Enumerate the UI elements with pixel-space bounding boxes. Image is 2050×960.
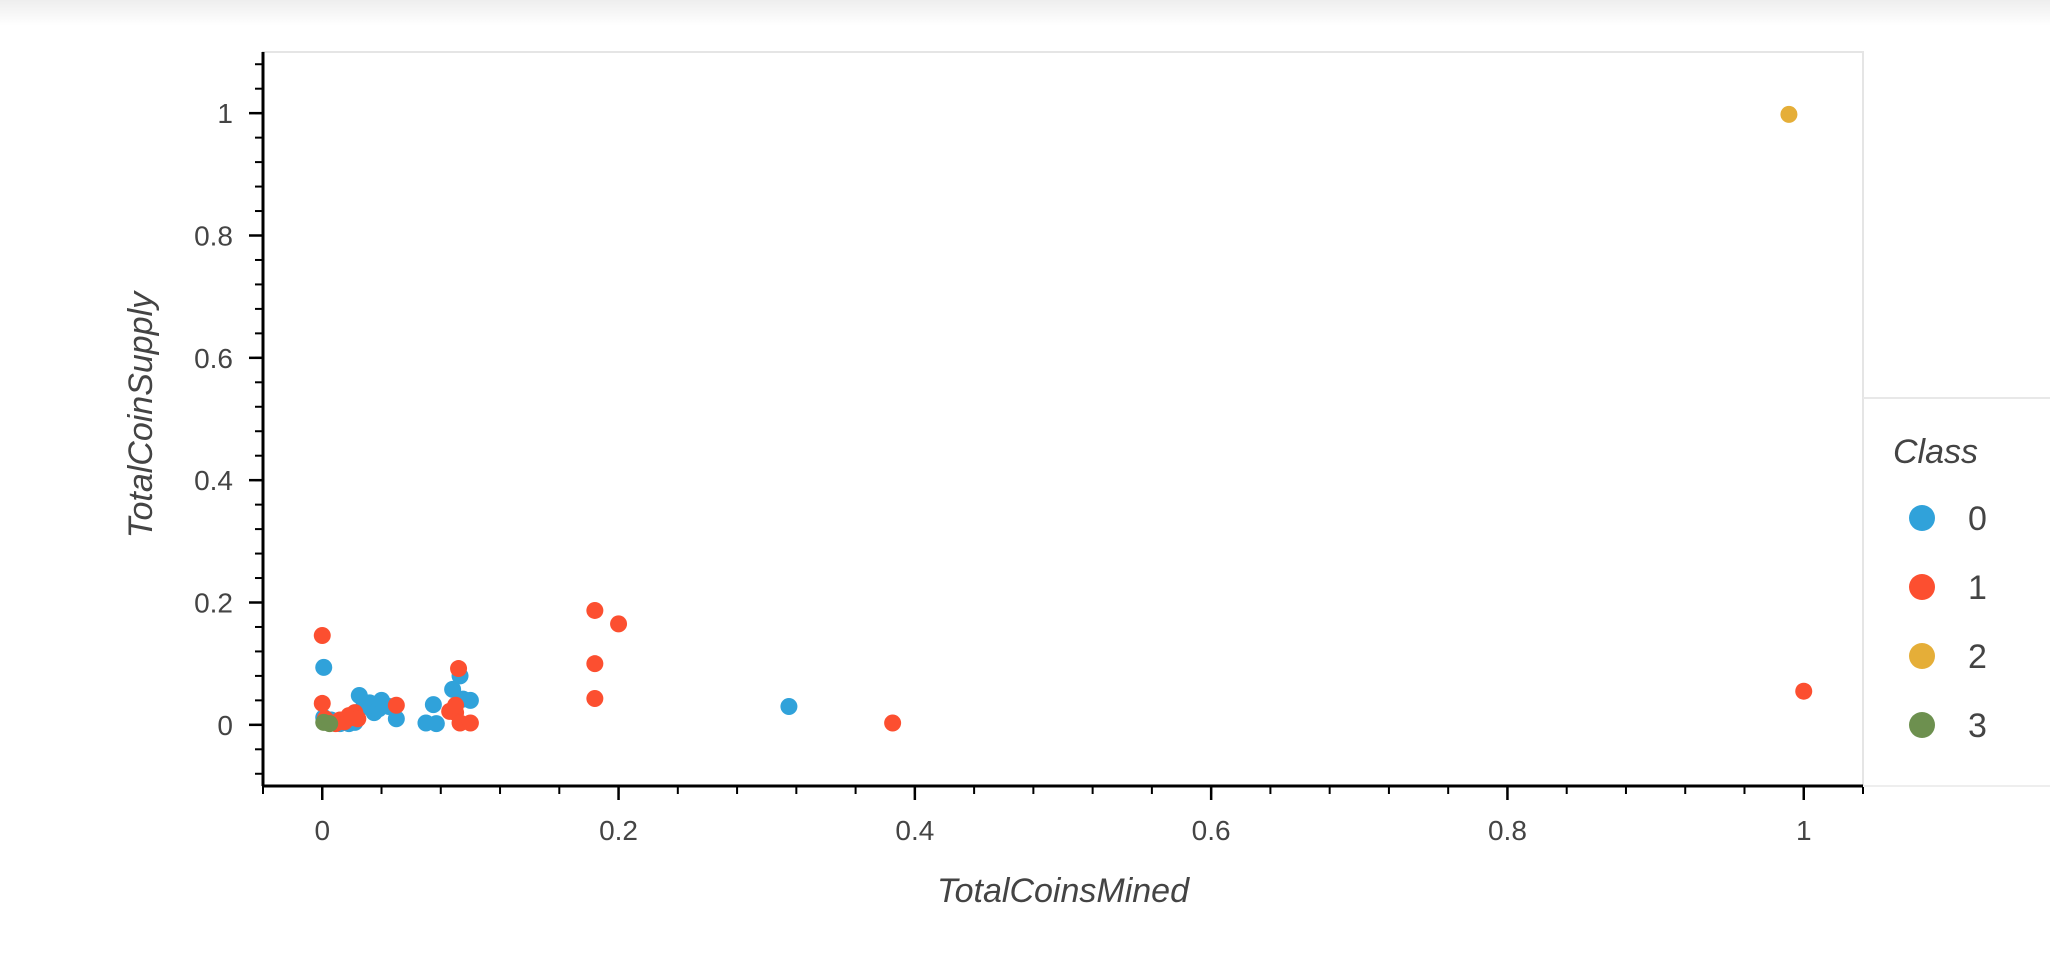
axes: [261, 52, 1863, 788]
data-point: [461, 691, 479, 709]
axis-ticks: 0 0.2 0.4 0.6 0.8 1 0 0.2 0.4 0.6 0.8 1: [194, 63, 1864, 846]
y-tick-label: 0.4: [194, 465, 233, 496]
data-point: [427, 715, 445, 733]
data-point: [450, 660, 468, 678]
y-tick-label: 0.2: [194, 588, 233, 619]
data-point: [424, 696, 442, 714]
legend-swatch: [1909, 712, 1935, 738]
data-point: [461, 714, 479, 732]
x-tick-label: 0.6: [1192, 815, 1231, 846]
x-tick-label: 0.4: [895, 815, 934, 846]
x-tick-label: 1: [1796, 815, 1812, 846]
data-point: [586, 690, 604, 708]
legend-label: 3: [1968, 707, 1987, 745]
data-point: [447, 696, 465, 714]
y-tick-label: 1: [217, 98, 233, 129]
x-tick-label: 0.2: [599, 815, 638, 846]
data-point: [313, 694, 331, 712]
data-points: [313, 105, 1813, 733]
data-point: [387, 710, 405, 728]
y-axis-title: TotalCoinSupply: [122, 290, 160, 538]
x-tick-label: 0.8: [1488, 815, 1527, 846]
x-tick-label: 0: [314, 815, 330, 846]
data-point: [610, 615, 628, 633]
data-point: [586, 655, 604, 673]
data-point: [884, 714, 902, 732]
legend-title: Class: [1893, 433, 1978, 471]
legend-label: 1: [1968, 569, 1987, 607]
top-shade: [0, 0, 2050, 26]
legend-label: 2: [1968, 638, 1987, 676]
x-axis-title: TotalCoinsMined: [937, 872, 1190, 910]
legend-swatch: [1909, 574, 1935, 600]
series-class-2: [1780, 105, 1798, 123]
series-class-3: [315, 713, 339, 733]
legend-swatch: [1909, 643, 1935, 669]
data-point: [321, 715, 339, 733]
legend-label: 0: [1968, 500, 1987, 538]
data-point: [780, 697, 798, 715]
legend-swatch: [1909, 505, 1935, 531]
data-point: [315, 658, 333, 676]
y-tick-label: 0.6: [194, 343, 233, 374]
data-point: [313, 627, 331, 645]
y-tick-label: 0.8: [194, 221, 233, 252]
y-tick-label: 0: [217, 710, 233, 741]
data-point: [586, 601, 604, 619]
data-point: [387, 696, 405, 714]
data-point: [349, 710, 367, 728]
legend: 0 1 2 3: [1909, 500, 1987, 745]
data-point: [1780, 105, 1798, 123]
plot-frame: [262, 51, 1864, 787]
data-point: [1795, 682, 1813, 700]
